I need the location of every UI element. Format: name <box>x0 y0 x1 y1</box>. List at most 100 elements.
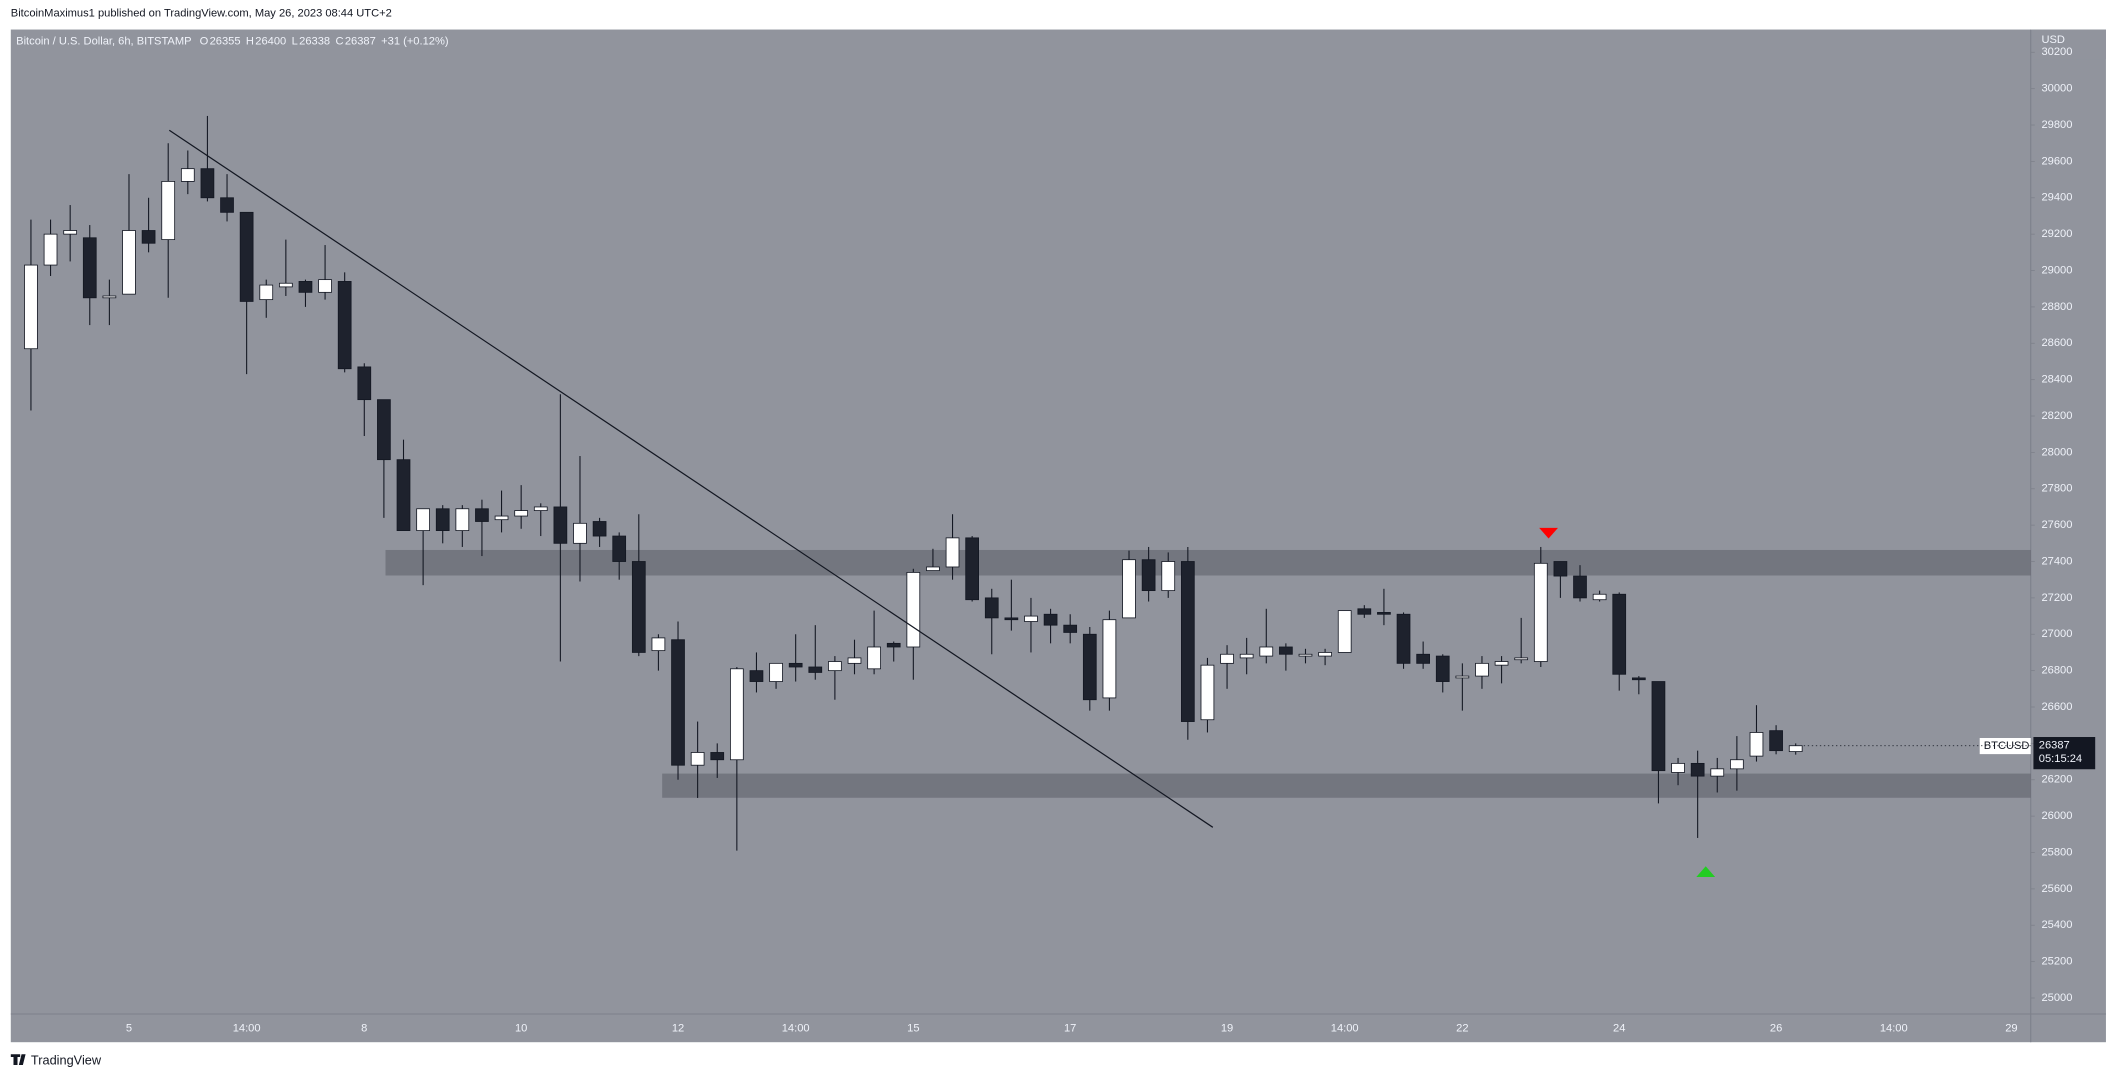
candle-body <box>141 230 156 244</box>
y-tick-label: 28400 <box>2041 374 2072 386</box>
y-tick-label: 27800 <box>2041 483 2072 495</box>
y-tick-label: 25000 <box>2041 992 2072 1004</box>
candle-body <box>612 535 627 562</box>
candle-body <box>1337 610 1352 653</box>
x-tick-label: 14:00 <box>1331 1023 1359 1035</box>
candle-body <box>161 181 176 241</box>
candle-body <box>1377 612 1391 615</box>
candle-body <box>651 637 666 652</box>
candle-body <box>729 668 744 761</box>
candle-body <box>122 230 136 295</box>
chart-background <box>10 29 2106 1043</box>
candle-body <box>984 597 999 619</box>
y-tick-label: 28800 <box>2041 301 2072 313</box>
trendline <box>168 129 1214 828</box>
x-tick-label: 8 <box>361 1023 367 1035</box>
legend-value: 26338 <box>299 36 330 48</box>
candle-body <box>965 537 979 601</box>
candle-body <box>1298 653 1313 657</box>
candle-body <box>1239 653 1254 659</box>
y-tick-label: 25800 <box>2041 846 2072 858</box>
candle-body <box>1416 653 1430 664</box>
candle-body <box>1651 681 1666 772</box>
y-tick-label: 28600 <box>2041 337 2072 349</box>
candle-body <box>1122 559 1136 619</box>
candle-body <box>1043 613 1058 626</box>
candle-body <box>200 168 215 199</box>
y-tick-label: 30200 <box>2041 46 2072 58</box>
candle-body <box>1063 624 1078 633</box>
publisher-header: BitcoinMaximus1 published on TradingView… <box>11 7 392 19</box>
legend-change: +31 (+0.12%) <box>381 36 449 48</box>
candle-body <box>43 233 58 266</box>
y-tick-label: 27000 <box>2041 628 2072 640</box>
resistance-zone <box>385 549 2031 576</box>
candle-body <box>1435 655 1450 682</box>
candle-body <box>279 282 293 288</box>
price-tag-countdown: 05:15:24 <box>2039 753 2082 765</box>
candle-body <box>475 508 489 522</box>
candle-body <box>455 508 470 531</box>
candle-body <box>24 264 38 350</box>
candle-body <box>1200 664 1215 721</box>
candle-body <box>533 506 548 511</box>
sell-arrow <box>1539 527 1558 539</box>
y-tick-label: 29400 <box>2041 192 2072 204</box>
y-tick-label: 25200 <box>2041 956 2072 968</box>
x-tick-label: 24 <box>1613 1023 1625 1035</box>
y-tick-label: 26600 <box>2041 701 2072 713</box>
candle-body <box>945 537 960 568</box>
candle-body <box>906 572 921 648</box>
candle-body <box>416 508 430 531</box>
x-tick-label: 14:00 <box>233 1023 261 1035</box>
candle-body <box>847 657 862 664</box>
candle-body <box>690 752 705 766</box>
x-tick-label: 26 <box>1770 1023 1782 1035</box>
candle-body <box>1769 730 1783 752</box>
candle-body <box>337 281 352 370</box>
y-tick-label: 26800 <box>2041 665 2072 677</box>
candle-body <box>1533 562 1548 662</box>
candle-body <box>1592 593 1607 601</box>
candle-body <box>788 662 803 668</box>
y-tick-label: 28000 <box>2041 446 2072 458</box>
y-tick-label: 29600 <box>2041 155 2072 167</box>
candle-body <box>573 522 587 544</box>
x-tick-label: 29 <box>2005 1023 2017 1035</box>
candle-body <box>82 237 97 299</box>
y-tick-label: 27400 <box>2041 555 2072 567</box>
legend: Bitcoin / U.S. Dollar, 6h, BITSTAMP O2635… <box>16 36 449 48</box>
legend-label: L <box>292 36 298 48</box>
candle-body <box>553 506 568 544</box>
buy-arrow <box>1696 866 1716 878</box>
candle-body <box>1671 762 1685 773</box>
candle-body <box>1318 652 1332 657</box>
legend-value: 26387 <box>345 36 376 48</box>
x-tick-label: 15 <box>907 1023 919 1035</box>
legend-label: O <box>200 36 209 48</box>
x-tick-label: 17 <box>1064 1023 1076 1035</box>
y-tick-label: 26200 <box>2041 774 2072 786</box>
legend-value: 26400 <box>255 36 286 48</box>
footer-brand: TradingView <box>31 1052 102 1067</box>
candle-body <box>886 642 901 648</box>
candle-body <box>1788 745 1803 752</box>
y-tick-label: 29200 <box>2041 228 2072 240</box>
y-tick-label: 30000 <box>2041 83 2072 95</box>
candle-body <box>1180 561 1195 722</box>
y-tick-label: 25400 <box>2041 919 2072 931</box>
candle-body <box>239 211 254 302</box>
candle-body <box>1475 662 1489 677</box>
y-tick-label: 28200 <box>2041 410 2072 422</box>
y-tick-label: 25600 <box>2041 883 2072 895</box>
candle-body <box>396 459 411 531</box>
legend-title: Bitcoin / U.S. Dollar, 6h, BITSTAMP <box>16 36 191 48</box>
candle-body <box>1612 593 1627 675</box>
candle-body <box>180 168 195 182</box>
x-tick-label: 19 <box>1221 1023 1233 1035</box>
candle-body <box>1024 615 1038 622</box>
candle-body <box>710 752 725 761</box>
x-tick-label: 22 <box>1456 1023 1468 1035</box>
